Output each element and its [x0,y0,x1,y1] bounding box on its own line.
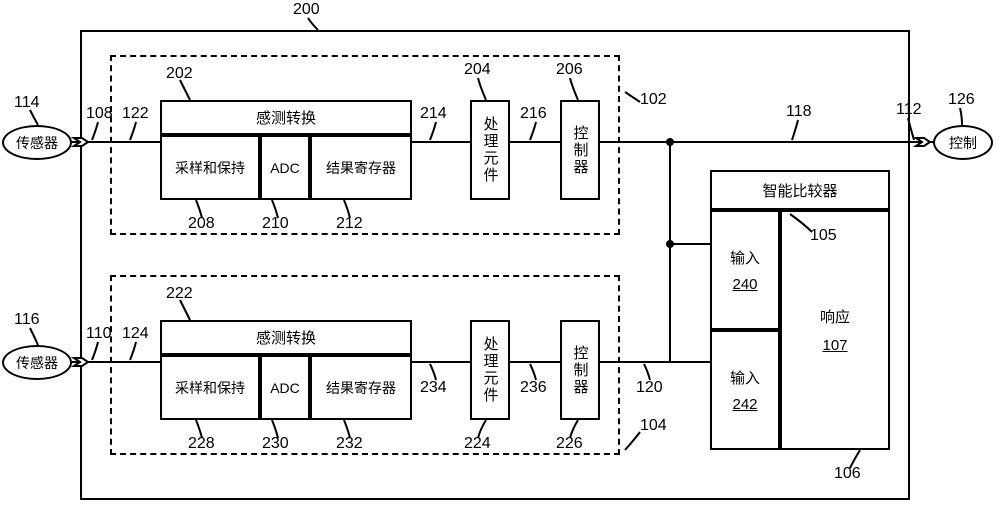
sensor1-ellipse: 传感器 [2,125,72,160]
p2-res-box: 结果寄存器 [310,355,412,420]
p1-adc-box: ADC [260,135,310,200]
ref-232: 232 [336,436,363,452]
ref-108: 108 [86,106,113,122]
p1-sense-title-text: 感测转换 [256,107,316,128]
p1-sh-box: 采样和保持 [160,135,260,200]
control-label: 控制 [949,133,977,153]
p1-ctrl-box: 控制器 [560,100,600,200]
ref-214: 214 [420,106,447,122]
p1-proc-box: 处理元件 [470,100,510,200]
p1-proc-label: 处理元件 [480,116,501,184]
ref-106: 106 [834,466,861,482]
p2-ctrl-box: 控制器 [560,320,600,420]
p2-res-label: 结果寄存器 [322,378,400,398]
p2-adc-label: ADC [270,380,300,396]
ref-236: 236 [520,380,547,396]
ref-228: 228 [188,436,215,452]
comp-in1-box: 输入 240 [710,210,780,330]
ref-230: 230 [262,436,289,452]
ref-210: 210 [262,216,289,232]
ref-102: 102 [640,92,667,108]
p2-sh-label: 采样和保持 [171,378,249,398]
comp-in1-val: 240 [732,276,757,293]
comp-in2-box: 输入 242 [710,330,780,450]
sensor2-ellipse: 传感器 [2,345,72,380]
p2-sense-title-text: 感测转换 [256,327,316,348]
ref-234: 234 [420,380,447,396]
p2-ctrl-label: 控制器 [570,345,591,396]
p1-sh-label: 采样和保持 [171,158,249,178]
comp-resp-box: 响应 107 [780,210,890,450]
p2-sense-title: 感测转换 [160,320,412,355]
p1-res-label: 结果寄存器 [322,158,400,178]
ref-216: 216 [520,106,547,122]
ref-118: 118 [786,104,812,120]
ref-122: 122 [122,106,149,122]
p2-proc-box: 处理元件 [470,320,510,420]
p2-proc-label: 处理元件 [480,336,501,404]
ref-116: 116 [14,312,40,328]
ref-104: 104 [640,418,667,434]
ref-114: 114 [14,95,40,111]
control-ellipse: 控制 [933,125,993,160]
sensor1-label: 传感器 [16,133,58,153]
ref-120: 120 [636,380,663,396]
ref-126: 126 [948,92,975,108]
ref-212: 212 [336,216,363,232]
ref-208: 208 [188,216,215,232]
p1-sense-title: 感测转换 [160,100,412,135]
comp-in2-val: 242 [732,396,757,413]
comp-resp-val: 107 [822,337,847,354]
sensor2-label: 传感器 [16,353,58,373]
comp-in2-label: 输入 [730,367,760,388]
p2-adc-box: ADC [260,355,310,420]
ref-124: 124 [122,326,149,342]
p1-adc-label: ADC [270,160,300,176]
p2-sh-box: 采样和保持 [160,355,260,420]
ref-204: 204 [464,62,491,78]
ref-222: 222 [166,286,193,302]
comp-title-text: 智能比较器 [762,180,837,201]
ref-200: 200 [293,2,320,18]
ref-202: 202 [166,66,193,82]
ref-110: 110 [86,326,112,342]
p1-ctrl-label: 控制器 [570,125,591,176]
ref-226: 226 [556,436,583,452]
ref-105: 105 [810,228,837,244]
comp-title: 智能比较器 [710,170,890,210]
ref-224: 224 [464,436,491,452]
ref-112: 112 [896,102,922,118]
p1-res-box: 结果寄存器 [310,135,412,200]
comp-in1-label: 输入 [730,247,760,268]
comp-resp-label: 响应 [820,306,850,327]
ref-206: 206 [556,62,583,78]
